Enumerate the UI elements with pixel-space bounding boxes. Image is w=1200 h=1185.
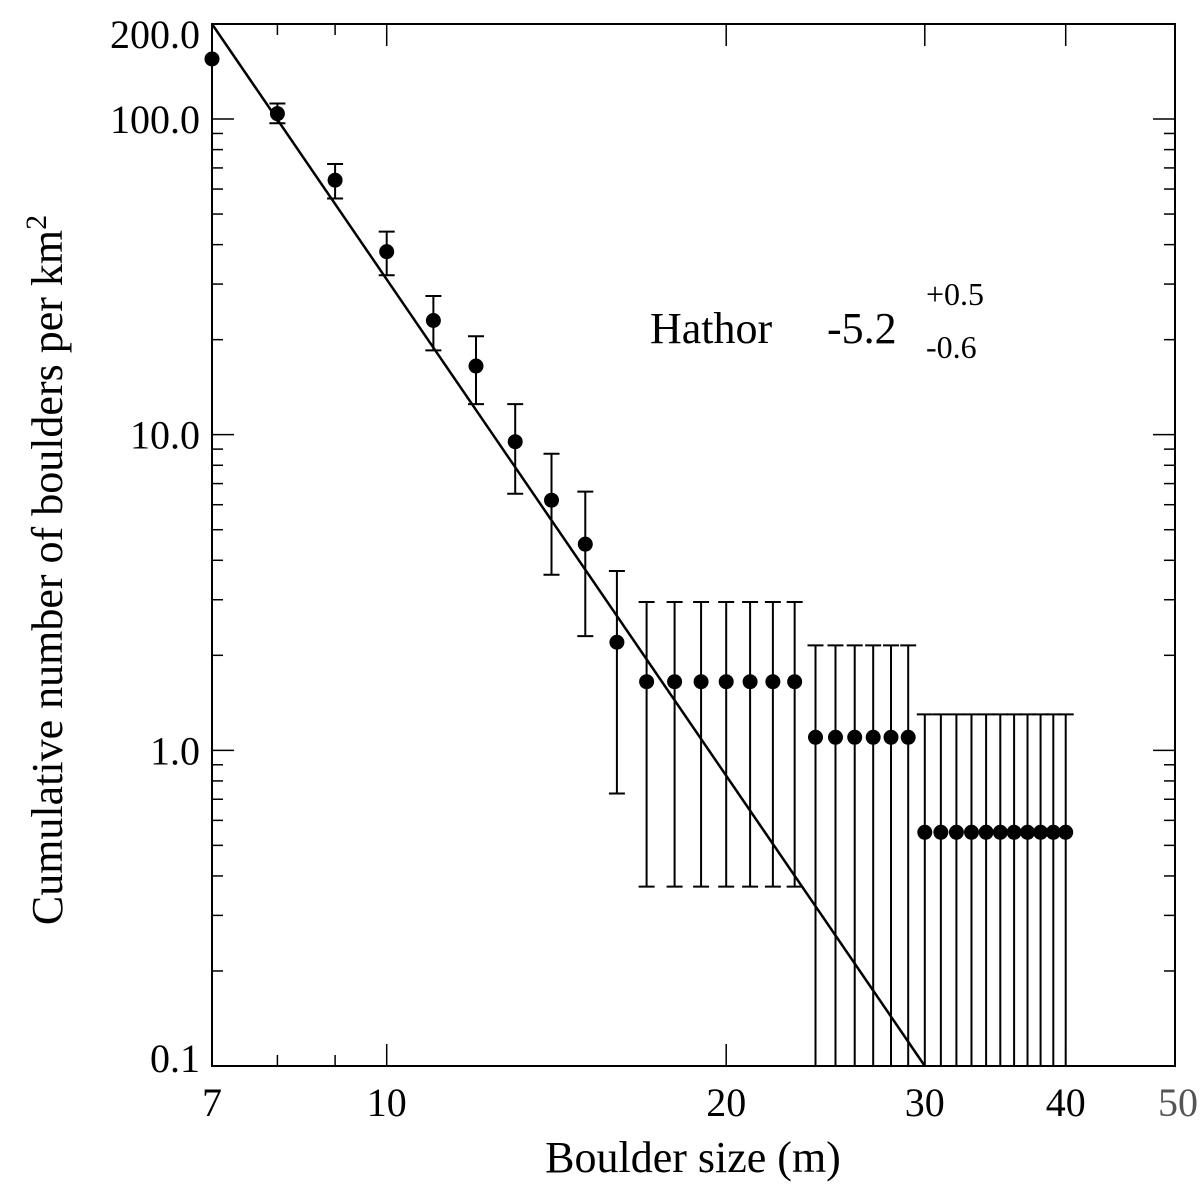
y-tick-label: 0.1: [150, 1036, 200, 1081]
data-point: [742, 674, 758, 690]
data-point: [1033, 824, 1049, 840]
data-point: [933, 824, 949, 840]
data-point: [577, 536, 593, 552]
data-point: [609, 634, 625, 650]
data-point: [718, 674, 734, 690]
x-tick-label: 7: [202, 1080, 222, 1125]
data-point: [327, 172, 343, 188]
data-point: [765, 674, 781, 690]
data-point: [693, 674, 709, 690]
data-point: [1058, 824, 1074, 840]
x-tick-label: 20: [706, 1080, 746, 1125]
data-point: [917, 824, 933, 840]
data-point: [978, 824, 994, 840]
data-point: [468, 358, 484, 374]
plot-frame: [211, 23, 1176, 1067]
data-point: [865, 729, 881, 745]
annotation-label: Hathor: [650, 304, 773, 353]
minor-ticks: [211, 23, 1176, 1067]
data-point: [1006, 824, 1022, 840]
x-tick-label: 30: [905, 1080, 945, 1125]
data-point: [963, 824, 979, 840]
data-point: [900, 729, 916, 745]
data-point: [1020, 824, 1036, 840]
error-bars: [269, 102, 1074, 1066]
data-point: [787, 674, 803, 690]
data-point: [808, 729, 824, 745]
annotation-value: -5.2: [827, 304, 897, 353]
tick-labels: 0.1 1.0 10.0 100.0 200.0 7 10 20 30 40 50: [110, 12, 1198, 1125]
data-point: [269, 106, 285, 122]
y-axis-title: Cumulative number of boulders per km2: [20, 215, 72, 925]
data-point: [639, 674, 655, 690]
y-tick-label: 200.0: [110, 12, 200, 57]
y-axis-title-superscript: 2: [20, 215, 53, 230]
data-point: [379, 244, 395, 260]
fit-line-layer: [210, 23, 926, 1067]
y-tick-label: 10.0: [130, 413, 200, 458]
data-point: [827, 729, 843, 745]
slope-annotation: Hathor -5.2 +0.5 -0.6: [650, 276, 984, 365]
data-points: [204, 51, 1074, 840]
data-point: [544, 492, 560, 508]
y-tick-label: 1.0: [150, 728, 200, 773]
x-tick-label: 10: [367, 1080, 407, 1125]
data-point: [425, 312, 441, 328]
data-point: [667, 674, 683, 690]
y-tick-label: 100.0: [110, 97, 200, 142]
y-axis-title-text: Cumulative number of boulders per km: [23, 230, 72, 925]
data-point: [507, 434, 523, 450]
x-tick-label: 50: [1158, 1080, 1198, 1125]
power-law-fit-line: [210, 23, 926, 1067]
data-point: [883, 729, 899, 745]
data-point: [847, 729, 863, 745]
data-point: [204, 51, 220, 67]
data-point: [948, 824, 964, 840]
data-point: [992, 824, 1008, 840]
annotation-upper-error: +0.5: [926, 276, 984, 312]
x-axis-title: Boulder size (m): [545, 1133, 841, 1182]
x-tick-label: 40: [1046, 1080, 1086, 1125]
annotation-lower-error: -0.6: [926, 329, 977, 365]
data-point: [1045, 824, 1061, 840]
